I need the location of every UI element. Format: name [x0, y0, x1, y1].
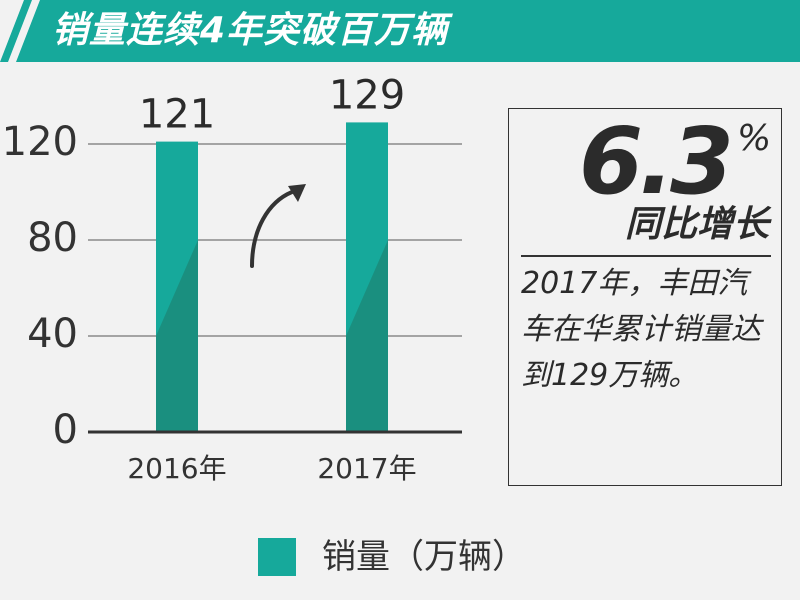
title-banner: 销量连续4年突破百万辆: [0, 0, 800, 62]
bar-data-label: 121: [139, 92, 215, 138]
y-axis-tick-labels: 0 40 80 120: [2, 119, 78, 453]
chart-legend: 销量（万辆）: [258, 536, 526, 578]
legend-label: 销量（万辆）: [322, 537, 526, 577]
stat-divider: [521, 255, 771, 257]
gridlines: [88, 143, 462, 337]
growth-value: 6.3: [579, 108, 734, 215]
x-axis-tick-labels: 2016年 2017年: [127, 452, 416, 482]
x-tick-label: 2017年: [317, 452, 416, 482]
bar: [346, 122, 388, 433]
bar-shading: [346, 240, 388, 432]
bars: [156, 122, 388, 433]
growth-description: 2017年，丰田汽车在华累计销量达到129万辆。: [521, 266, 761, 393]
banner-title: 销量连续4年突破百万辆: [52, 10, 449, 51]
bar: [156, 141, 198, 432]
y-tick-label: 80: [27, 215, 78, 261]
y-tick-label: 0: [53, 407, 78, 453]
y-tick-label: 40: [27, 311, 78, 357]
bar-data-label: 129: [329, 72, 405, 118]
banner-background: [0, 0, 800, 62]
growth-label: 同比增长: [624, 204, 769, 245]
growth-stat-box: 6.3 % 同比增长 2017年，丰田汽车在华累计销量达到129万辆。: [508, 108, 782, 486]
bar-data-labels: 121 129: [139, 72, 405, 137]
legend-swatch: [258, 538, 296, 576]
growth-unit: %: [737, 118, 772, 159]
sales-bar-chart: 0 40 80 120 121 129 2016年 2017年: [2, 72, 462, 482]
curved-up-arrow-icon: [250, 184, 306, 268]
bar-shading: [156, 240, 198, 432]
y-tick-label: 120: [2, 119, 78, 165]
x-tick-label: 2016年: [127, 452, 226, 482]
